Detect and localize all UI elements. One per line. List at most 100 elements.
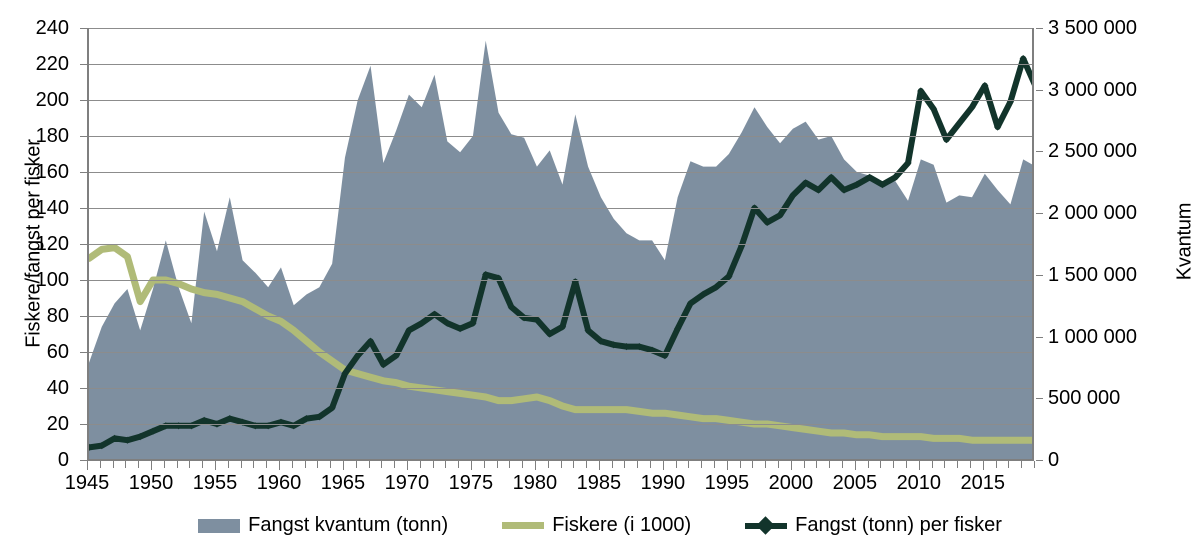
x-axis-minor-tick	[970, 461, 971, 468]
x-axis-minor-tick	[483, 461, 485, 468]
series-fiskere-line	[89, 244, 1032, 444]
x-axis-tick-label: 1965	[320, 472, 366, 494]
y-axis-left-tick-label: 40	[46, 377, 69, 399]
y-axis-left-tick-mark	[80, 64, 87, 65]
x-axis-minor-tick	[880, 461, 882, 468]
y-axis-right-tick-mark	[1036, 28, 1043, 29]
x-axis-minor-tick	[432, 461, 434, 468]
data-point-marker	[597, 337, 605, 345]
x-axis-minor-tick	[611, 461, 613, 468]
data-point-marker	[674, 325, 682, 333]
x-axis-minor-tick	[586, 461, 588, 468]
y-axis-left-tick-mark	[80, 208, 87, 209]
x-axis-major-tick	[406, 461, 408, 470]
x-axis-minor-tick	[816, 461, 818, 468]
gridline	[89, 208, 1032, 209]
data-point-marker	[162, 422, 170, 430]
y-axis-left-tick-label: 0	[57, 449, 69, 471]
data-point-marker	[584, 326, 592, 334]
data-point-marker	[955, 119, 963, 127]
x-axis-minor-tick	[739, 461, 741, 468]
data-point-marker	[622, 343, 631, 351]
x-axis-minor-tick	[995, 461, 997, 468]
x-axis-tick-label: 1960	[256, 472, 302, 494]
x-axis-minor-tick	[778, 461, 780, 468]
data-point-marker	[238, 418, 247, 426]
data-point-marker	[878, 181, 887, 189]
chart-series-layer	[89, 40, 1032, 460]
data-point-marker	[930, 105, 938, 113]
x-axis-minor-tick	[637, 461, 639, 468]
data-point-marker	[853, 181, 861, 189]
x-axis-tick-label: 2010	[896, 472, 942, 494]
x-axis-line	[87, 459, 1034, 461]
data-point-marker	[533, 316, 541, 324]
x-axis-tick-label: 1945	[64, 472, 110, 494]
y-axis-right-tick-label: 1 000 000	[1048, 325, 1137, 348]
y-axis-left-tick-label: 60	[46, 341, 69, 363]
x-axis-minor-tick	[317, 461, 319, 468]
y-axis-right-tick-mark	[1036, 336, 1043, 338]
legend-item-fangst-per-fisker[interactable]: Fangst (tonn) per fisker	[745, 514, 1002, 537]
y-axis-left-tick-label: 220	[35, 53, 69, 75]
x-axis-minor-tick	[1008, 461, 1010, 468]
x-axis-minor-tick	[445, 461, 447, 468]
data-point-marker	[699, 290, 707, 298]
data-point-marker	[456, 325, 464, 333]
x-axis-minor-tick	[675, 461, 677, 468]
x-axis-minor-tick	[394, 461, 396, 468]
y-axis-left-tick-label: 80	[46, 305, 69, 327]
y-axis-left-tick-label: 180	[35, 125, 69, 147]
x-axis-major-tick	[87, 461, 88, 470]
gridline	[89, 244, 1032, 245]
data-point-marker	[430, 310, 439, 318]
data-point-marker	[226, 415, 234, 423]
data-point-marker	[994, 123, 1002, 131]
x-axis-minor-tick	[227, 461, 229, 468]
x-axis-major-tick	[278, 461, 280, 470]
x-axis-major-tick	[662, 461, 664, 470]
y-axis-right-tick-mark	[1036, 274, 1043, 276]
x-axis-minor-tick	[163, 461, 165, 468]
x-axis-minor-tick	[714, 461, 716, 468]
gridline	[89, 388, 1032, 389]
legend-item-fiskere[interactable]: Fiskere (i 1000)	[502, 514, 691, 537]
data-point-marker	[443, 319, 451, 327]
x-axis-minor-tick	[867, 461, 869, 468]
y-axis-left-tick-label: 100	[35, 269, 69, 291]
x-axis-major-tick	[598, 461, 600, 470]
y-axis-left-tick-mark	[80, 460, 87, 461]
gridline	[89, 136, 1032, 137]
data-point-marker	[981, 82, 989, 90]
gridline	[89, 172, 1032, 173]
data-point-marker	[827, 173, 835, 181]
y-axis-left-tick-label: 140	[35, 197, 69, 219]
x-axis-minor-tick	[368, 461, 370, 468]
gridline	[89, 28, 1032, 29]
x-axis-minor-tick	[138, 461, 140, 468]
y-axis-right-tick-label: 3 000 000	[1048, 78, 1137, 101]
x-axis-minor-tick	[906, 461, 908, 468]
data-point-marker	[840, 186, 848, 194]
x-axis-minor-tick	[202, 461, 204, 468]
plot-canvas	[89, 28, 1032, 460]
data-point-marker	[136, 433, 144, 441]
x-axis-minor-tick	[291, 461, 293, 468]
gridline	[89, 316, 1032, 317]
x-axis-minor-tick	[253, 461, 255, 468]
legend-swatch-line-icon	[502, 522, 545, 529]
y-axis-left-tick-label: 20	[46, 413, 69, 435]
x-axis-minor-tick	[112, 461, 114, 468]
legend-item-fangst-kvantum[interactable]: Fangst kvantum (tonn)	[198, 514, 448, 537]
data-point-marker	[712, 283, 720, 291]
data-point-marker	[110, 434, 119, 442]
x-axis-minor-tick	[944, 461, 946, 468]
legend-label-fangst-per-fisker: Fangst (tonn) per fisker	[795, 514, 1002, 536]
data-point-marker	[482, 271, 490, 279]
y-axis-left-tick-mark	[80, 352, 87, 353]
y-axis-right-tick-mark	[1036, 151, 1043, 153]
data-point-marker	[341, 370, 349, 378]
y-axis-left-tick-label: 240	[35, 17, 69, 39]
y-axis-left-tick-mark	[80, 280, 87, 281]
